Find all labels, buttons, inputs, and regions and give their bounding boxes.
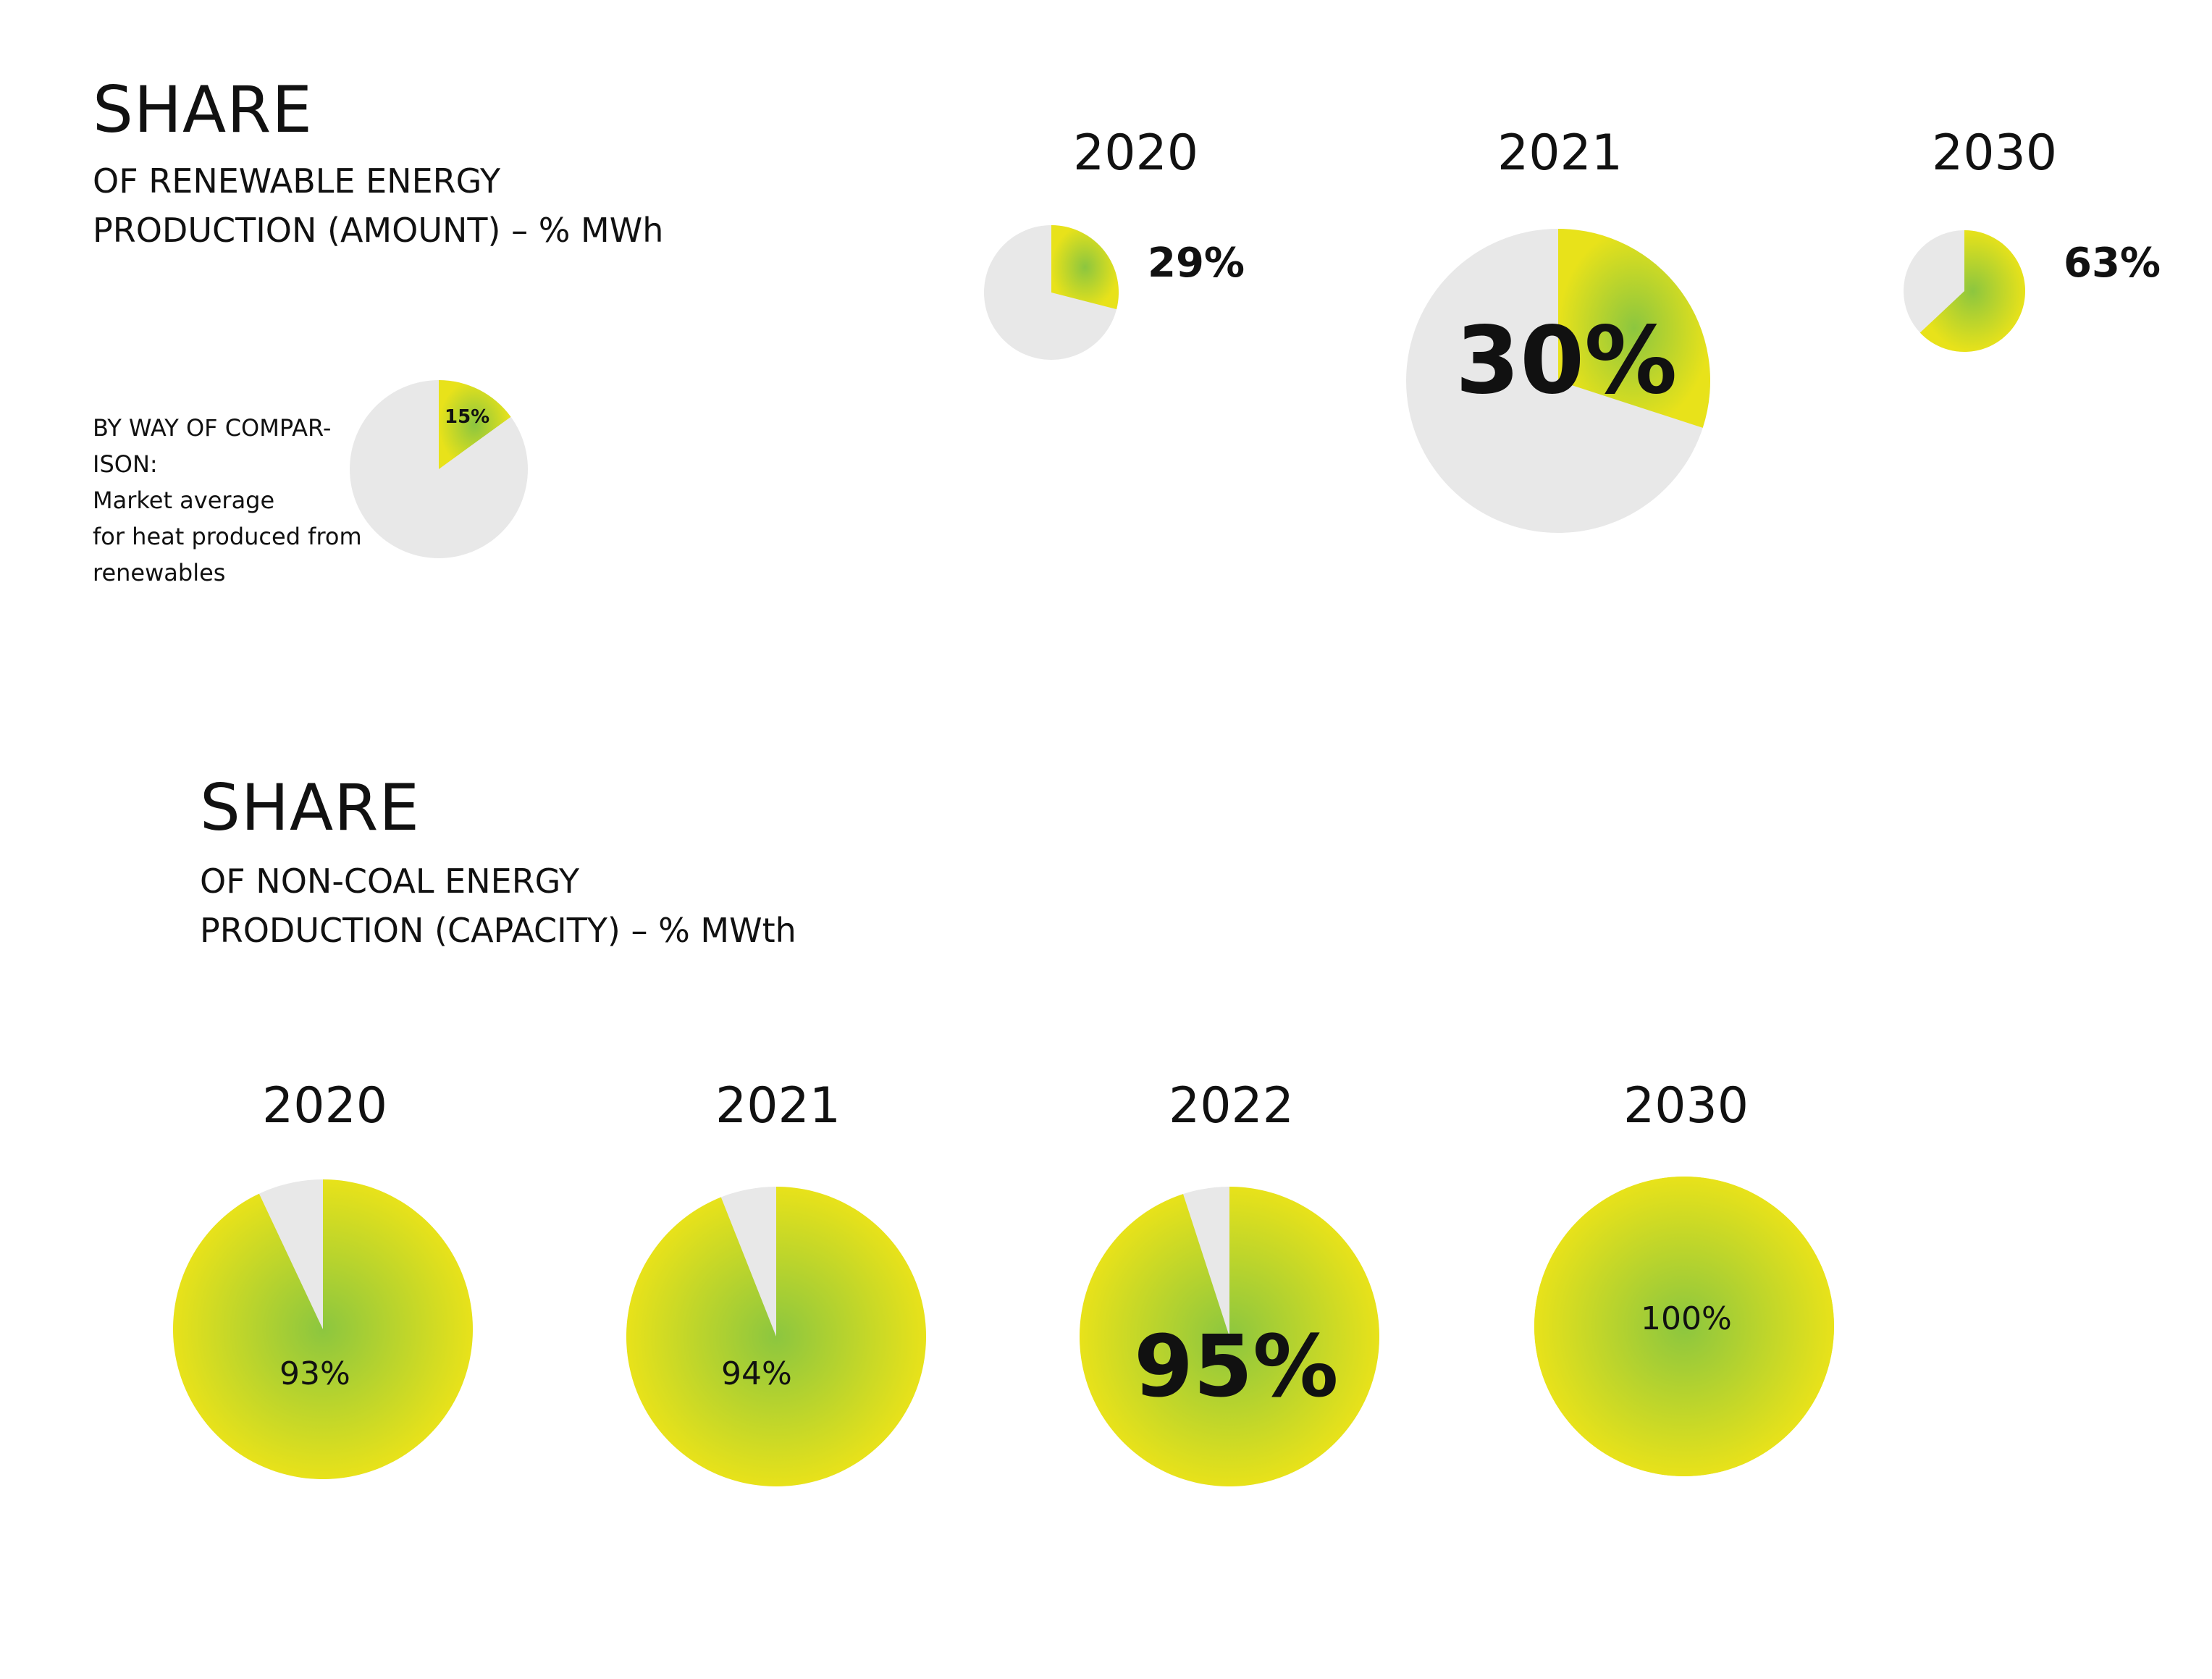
pie-s1-2021-slice [1558,229,1710,428]
pie-s2-2020-slice [172,1179,473,1479]
comparison-line5: renewables [93,559,226,586]
pie-s1-2021-label: 30% [1455,307,1677,415]
pie-s1-2020-label: 29% [1148,240,1245,287]
section1-title: SHARE [93,72,313,147]
pie-comparison [350,380,528,558]
pie-comparison-slice [439,380,511,469]
comparison-line2: ISON: [93,450,158,478]
s1-year-2020: 2020 [1073,125,1199,182]
comparison-line3: Market average [93,487,275,514]
pie-s2-2022-slice [1079,1187,1379,1486]
pie-s1-2030-slice [1919,230,2026,352]
pie-s2-2030-label: 100% [1641,1300,1732,1337]
pie-s2-2021 [626,1187,927,1486]
pie-s1-2020 [984,225,1119,360]
section2-subtitle-line1: OF NON-COAL ENERGY [200,862,580,901]
pie-s1-2020-slice [1051,225,1119,310]
section2-title: SHARE [200,770,420,845]
s2-year-2030: 2030 [1623,1077,1749,1135]
pie-s1-2030-label: 63% [2064,240,2161,287]
s1-year-2021: 2021 [1497,125,1623,182]
pie-s2-2021-slice [626,1187,927,1486]
pie-comparison-label: 15% [445,406,489,428]
pie-s1-2021 [1406,229,1710,533]
pie-s2-2030-slice [1534,1177,1834,1476]
pie-s2-2020-label: 93% [279,1355,350,1392]
s1-year-2030: 2030 [1932,125,2058,182]
s2-year-2020: 2020 [262,1077,388,1135]
pie-s2-2022-label: 95% [1134,1316,1338,1416]
pie-s2-2020 [172,1179,473,1479]
section2-subtitle-line2: PRODUCTION (CAPACITY) – % MWth [200,911,796,950]
section1-subtitle-line1: OF RENEWABLE ENERGY [93,161,501,201]
section1-subtitle-line2: PRODUCTION (AMOUNT) – % MWh [93,211,664,250]
pie-s2-2030 [1534,1177,1834,1476]
pie-s1-2030 [1904,230,2026,352]
s2-year-2022: 2022 [1169,1077,1295,1135]
s2-year-2021: 2021 [715,1077,841,1135]
comparison-text: BY WAY OF COMPAR- ISON: Market average f… [93,410,362,591]
pie-s2-2021-label: 94% [721,1355,792,1392]
comparison-line4: for heat produced from [93,523,362,550]
comparison-line1: BY WAY OF COMPAR- [93,414,332,442]
pie-s2-2022 [1079,1187,1379,1486]
